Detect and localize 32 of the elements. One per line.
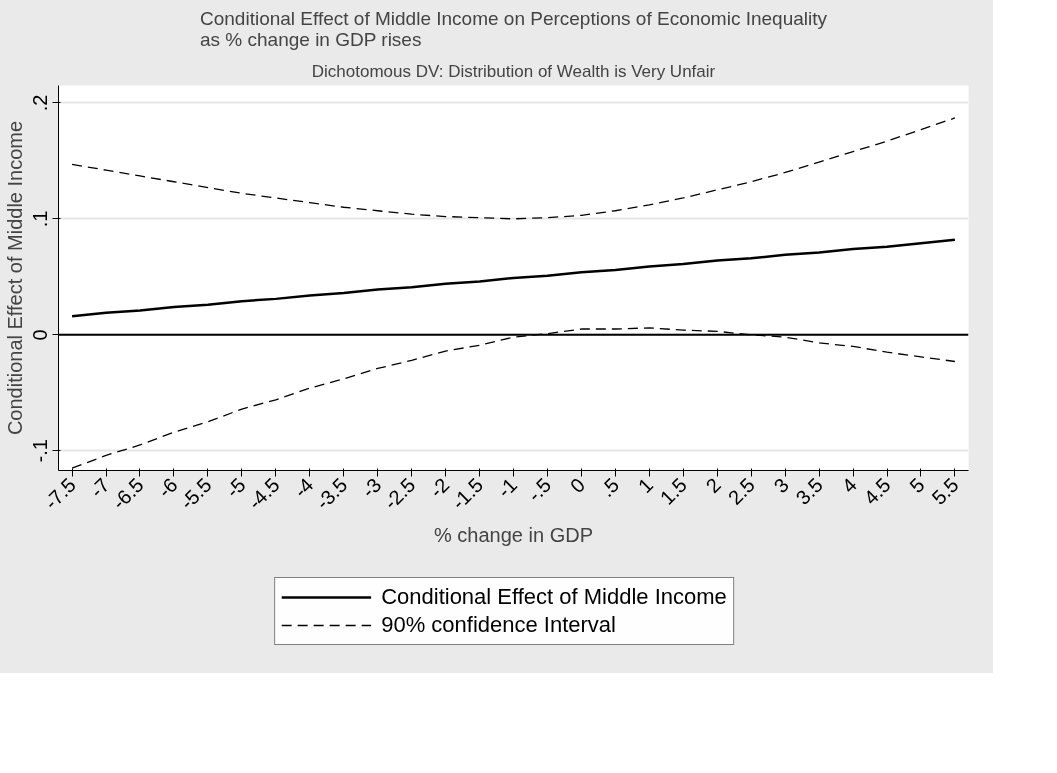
x-tick-label: 3.5 — [791, 473, 827, 509]
x-tick-label: -6 — [153, 473, 182, 502]
x-tick-label: 2 — [701, 473, 726, 498]
line-series — [70, 238, 957, 318]
x-tick-label: 0 — [565, 473, 590, 498]
x-tick-label: -3 — [357, 473, 386, 502]
y-tick-label: 0 — [29, 329, 52, 341]
x-tick-label: -5 — [221, 473, 250, 502]
chart-subtitle: Dichotomous DV: Distribution of Wealth is Very Unfair — [311, 61, 716, 81]
x-tick-label: 4.5 — [859, 473, 895, 509]
y-tick-label: .1 — [29, 210, 52, 228]
legend-label: 90% confidence Interval — [381, 611, 616, 638]
x-tick-label: 1 — [633, 473, 658, 498]
x-tick-label: -2 — [425, 473, 454, 502]
x-tick-label: -7.5 — [39, 473, 80, 514]
x-tick-label: 5.5 — [927, 473, 963, 509]
x-tick-label: -.5 — [523, 473, 556, 506]
x-tick-label: 3 — [769, 473, 793, 498]
y-tick-label: -.1 — [29, 439, 52, 463]
x-tick-label: -4 — [289, 473, 318, 502]
line-series — [71, 117, 956, 220]
x-tick-label: -1 — [493, 473, 522, 502]
y-tick-label: .2 — [29, 94, 52, 112]
x-axis-title: % change in GDP — [434, 523, 593, 546]
x-tick-label: 2.5 — [723, 473, 759, 509]
x-tick-label: 5 — [905, 473, 929, 498]
chart-title: Conditional Effect of Middle Income on Perceptions of Economic Inequality as % change in GDP rises — [200, 7, 828, 50]
y-axis-title: Conditional Effect of Middle Income — [3, 120, 26, 436]
x-tick-label: 1.5 — [655, 473, 692, 509]
x-tick-label: 4 — [837, 473, 861, 498]
x-tick-label: .5 — [595, 473, 624, 502]
legend-label: Conditional Effect of Middle Income — [381, 583, 727, 610]
